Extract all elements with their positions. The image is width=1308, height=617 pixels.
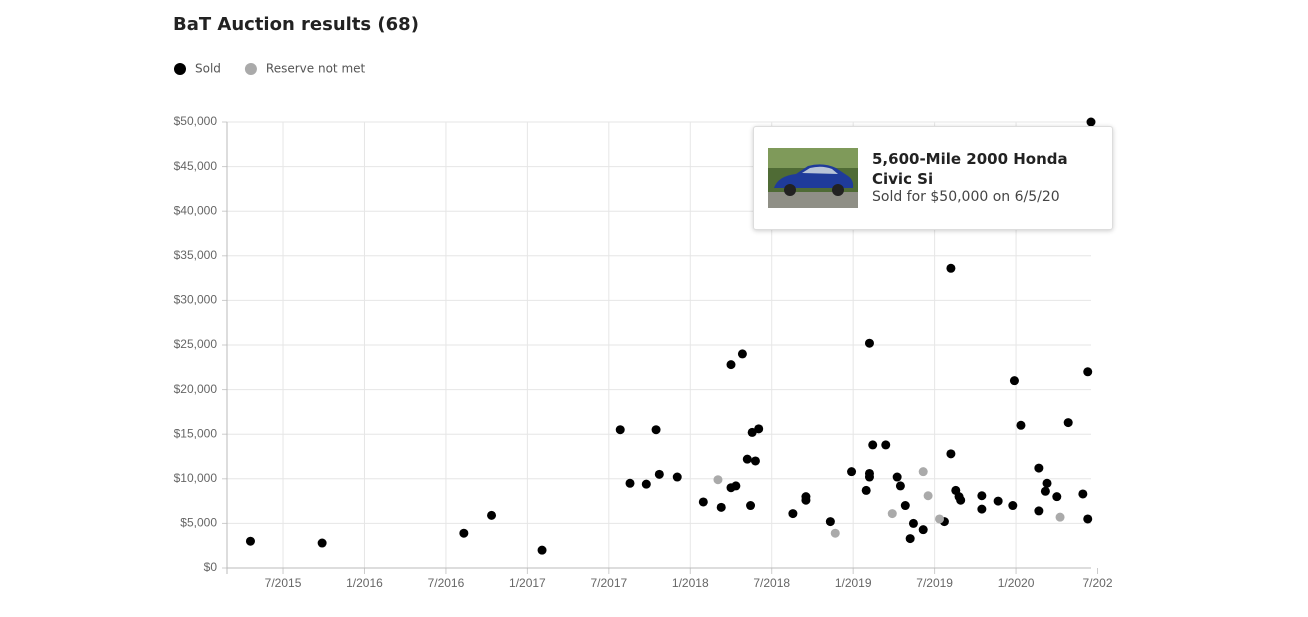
point <box>946 449 956 459</box>
point <box>1016 420 1026 430</box>
point <box>713 475 723 485</box>
y-tick-label: $20,000 <box>174 382 218 396</box>
point <box>641 479 651 489</box>
point <box>908 518 918 528</box>
point <box>1040 486 1050 496</box>
tooltip: 5,600-Mile 2000 Honda Civic Si Sold for … <box>753 126 1113 230</box>
legend-label: Reserve not met <box>266 62 366 76</box>
point <box>895 481 905 491</box>
y-tick-label: $50,000 <box>174 114 218 128</box>
x-tick-label: 7/202 <box>1083 576 1113 590</box>
point <box>615 425 625 435</box>
point <box>923 491 933 501</box>
point <box>487 510 497 520</box>
point <box>1078 489 1088 499</box>
point <box>1083 514 1093 524</box>
point <box>830 528 840 538</box>
point <box>1034 506 1044 516</box>
y-tick-label: $5,000 <box>180 516 217 530</box>
point <box>788 509 798 519</box>
x-tick-label: 7/2017 <box>590 576 627 590</box>
point <box>864 472 874 482</box>
y-tick-label: $10,000 <box>174 471 218 485</box>
legend-marker <box>244 63 257 75</box>
point <box>742 454 752 464</box>
point <box>977 504 987 514</box>
y-tick-label: $45,000 <box>174 159 218 173</box>
y-tick-label: $15,000 <box>174 426 218 440</box>
point <box>625 478 635 488</box>
tooltip-title: 5,600-Mile 2000 Honda Civic Si <box>872 150 1068 188</box>
point <box>1052 492 1062 502</box>
point <box>905 534 915 544</box>
point <box>537 545 547 555</box>
tooltip-subtitle: Sold for $50,000 on 6/5/20 <box>872 189 1060 205</box>
y-tick-label: $25,000 <box>174 337 218 351</box>
y-tick-label: $0 <box>204 560 218 574</box>
point <box>918 525 928 535</box>
point <box>672 472 682 482</box>
x-tick-label: 7/2019 <box>916 576 953 590</box>
point <box>1063 418 1073 428</box>
point <box>993 496 1003 506</box>
point <box>459 528 469 538</box>
point <box>737 349 747 359</box>
point <box>1042 478 1052 488</box>
y-tick-label: $35,000 <box>174 248 218 262</box>
x-tick-label: 1/2019 <box>835 576 872 590</box>
point <box>746 501 756 511</box>
x-tick-label: 1/2016 <box>346 576 383 590</box>
point <box>977 491 987 501</box>
y-tick-label: $30,000 <box>174 293 218 307</box>
car-thumbnail <box>768 148 858 208</box>
legend-marker <box>174 63 186 75</box>
point <box>946 263 956 273</box>
points <box>245 117 1096 555</box>
point <box>900 501 910 511</box>
point <box>892 472 902 482</box>
point <box>651 425 661 435</box>
point <box>956 495 966 505</box>
x-tick-label: 7/2018 <box>753 576 790 590</box>
point <box>731 481 741 491</box>
point <box>935 514 945 524</box>
point <box>847 467 857 477</box>
point <box>1009 376 1019 386</box>
point <box>1034 463 1044 473</box>
x-tick-label: 1/2018 <box>672 576 709 590</box>
point <box>1055 512 1065 522</box>
legend: Sold Reserve not met <box>174 62 366 76</box>
point <box>918 467 928 477</box>
x-tick-label: 7/2016 <box>428 576 465 590</box>
x-tick-label: 1/2017 <box>509 576 546 590</box>
point <box>698 497 708 507</box>
point <box>750 456 760 466</box>
point <box>245 536 255 546</box>
point <box>801 492 811 502</box>
point <box>825 517 835 527</box>
point <box>726 360 736 370</box>
point <box>1008 501 1018 511</box>
point <box>861 485 871 495</box>
x-tick-label: 1/2020 <box>998 576 1035 590</box>
chart-title: BaT Auction results (68) <box>173 14 419 35</box>
point <box>654 469 664 479</box>
point <box>1083 367 1093 377</box>
point <box>716 502 726 512</box>
point <box>881 440 891 450</box>
point <box>1086 117 1096 127</box>
x-tick-label: 7/2015 <box>265 576 302 590</box>
point <box>868 440 878 450</box>
point <box>317 538 327 548</box>
point <box>887 509 897 519</box>
point <box>864 338 874 348</box>
y-tick-label: $40,000 <box>174 203 218 217</box>
legend-label: Sold <box>195 62 221 76</box>
point <box>754 424 764 434</box>
